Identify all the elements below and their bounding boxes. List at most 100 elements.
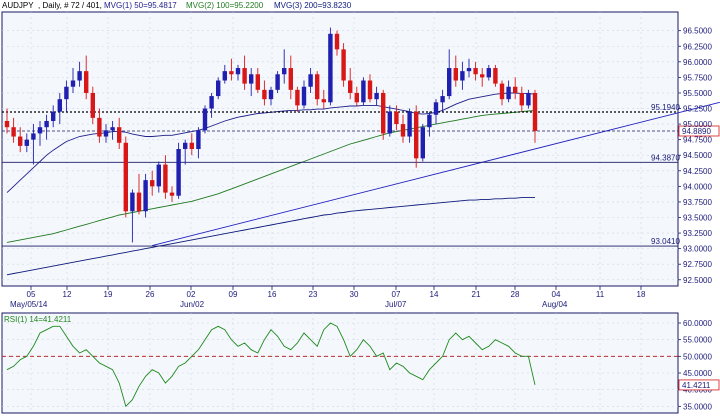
price-x-tick-label: 02 xyxy=(187,290,196,299)
candle-up xyxy=(183,142,188,149)
price-x-tick-label: 16 xyxy=(268,290,277,299)
candle-up xyxy=(77,71,82,81)
current-price-label: 94.8890 xyxy=(682,127,711,136)
candle-up xyxy=(24,139,29,146)
price-y-tick-label: 93.5000 xyxy=(683,214,712,223)
candle-up xyxy=(361,80,366,103)
header-ma50: MVG(1) 50=95.4817 xyxy=(104,1,177,10)
candle-down xyxy=(315,74,320,100)
rsi-series xyxy=(6,322,536,408)
rsi-current-label: 41.4211 xyxy=(682,381,711,390)
ma200-line xyxy=(6,197,535,276)
candle-up xyxy=(275,74,280,90)
candle-down xyxy=(453,68,458,81)
candle-down xyxy=(321,99,326,103)
candle-down xyxy=(136,192,142,212)
candle-down xyxy=(381,92,386,134)
candle-up xyxy=(209,96,214,109)
candle-up xyxy=(216,80,221,97)
candle-up xyxy=(301,86,307,106)
candle-down xyxy=(288,68,293,90)
price-panel: 95.1940 94.8890 94.3870 93.0410 92.5000 92.7… xyxy=(1,11,720,309)
candle-down xyxy=(189,142,194,149)
price-month-label: Aug/04 xyxy=(542,300,568,309)
price-x-tick-label: 28 xyxy=(511,290,520,299)
price-x-tick-label: 19 xyxy=(104,290,113,299)
price-x-tick-label: 30 xyxy=(350,290,359,299)
candle-down xyxy=(348,80,353,93)
price-y-tick-label: 96.5000 xyxy=(683,27,712,36)
price-y-tick-label: 93.2500 xyxy=(683,229,712,238)
price-x-tick-label: 26 xyxy=(146,290,155,299)
price-x-tick-label: 18 xyxy=(637,290,646,299)
rsi-y-tick-label: 35.0000 xyxy=(683,402,712,411)
candle-up xyxy=(387,111,392,134)
candle-up xyxy=(268,89,274,100)
price-panel-frame xyxy=(1,11,679,287)
current-price-box xyxy=(678,125,720,137)
price-y-tick-label: 92.7500 xyxy=(683,260,712,269)
price-y-tick-label: 94.2500 xyxy=(683,167,712,176)
rsi-y-tick-label: 45.0000 xyxy=(683,369,712,378)
rsi-current-box xyxy=(678,379,720,391)
level-label: 93.0410 xyxy=(651,237,680,246)
candle-down xyxy=(169,192,175,196)
price-x-tick-label: 09 xyxy=(229,290,238,299)
candle-down xyxy=(11,127,16,137)
header-ma200: MVG(3) 200=93.8230 xyxy=(274,1,352,10)
candle-down xyxy=(394,111,399,125)
candle-down xyxy=(18,136,23,146)
rsi-title: RSI(1) 14=41.4211 xyxy=(4,315,72,324)
price-y-tick-label: 94.0000 xyxy=(683,182,712,191)
price-grid xyxy=(2,12,678,286)
candle-up xyxy=(143,180,148,212)
candle-up xyxy=(64,86,69,100)
candle-up xyxy=(460,71,465,81)
candle-down xyxy=(367,80,373,100)
price-x-tick-label: 12 xyxy=(63,290,72,299)
candle-up xyxy=(196,130,201,149)
price-month-label: May/05/14 xyxy=(10,300,48,309)
candle-up xyxy=(37,127,43,134)
candle-up xyxy=(374,92,379,100)
price-y-tick-label: 96.2500 xyxy=(683,42,712,51)
price-y-axis: 92.5000 92.7500 93.0000 93.2500 93.5000 93.75… xyxy=(678,27,712,285)
candle-down xyxy=(242,68,247,84)
rsi-y-axis: 35.000040.000045.000050.000055.000060.00… xyxy=(678,319,720,411)
price-x-tick-label: 04 xyxy=(552,290,561,299)
rsi-line xyxy=(6,322,536,408)
price-y-tick-label: 96.0000 xyxy=(683,58,712,67)
candle-down xyxy=(400,124,406,137)
candle-down xyxy=(150,180,155,187)
price-y-tick-label: 95.2500 xyxy=(683,105,712,114)
candle-up xyxy=(44,120,49,128)
price-y-tick-label: 92.5000 xyxy=(683,276,712,285)
rsi-y-tick-label: 60.0000 xyxy=(683,319,712,328)
chart-header: AUDJPY , Daily, # 72 / 401, MVG(1) 50=95… xyxy=(2,1,352,10)
candle-down xyxy=(123,142,128,212)
candle-down xyxy=(519,92,524,106)
candle-down xyxy=(414,111,419,159)
price-x-tick-label: 05 xyxy=(27,290,36,299)
candle-up xyxy=(282,68,287,75)
rsi-y-tick-label: 55.0000 xyxy=(683,336,712,345)
rsi-panel: RSI(1) 14=41.4211 35.000040.000045.00005… xyxy=(1,312,720,414)
candle-down xyxy=(480,74,485,78)
price-month-label: Jun/02 xyxy=(180,300,205,309)
candle-up xyxy=(235,68,241,75)
price-y-tick-label: 95.7500 xyxy=(683,73,712,82)
candle-up xyxy=(110,127,115,131)
candle-up xyxy=(57,99,62,112)
price-y-tick-label: 95.0000 xyxy=(683,120,712,129)
level-label: 95.1940 xyxy=(651,103,680,112)
candle-up xyxy=(486,68,491,78)
candle-up xyxy=(427,114,432,128)
candle-up xyxy=(466,68,472,72)
candle-down xyxy=(262,89,267,100)
candle-up xyxy=(328,33,333,103)
price-y-tick-label: 94.5000 xyxy=(683,151,712,160)
candle-up xyxy=(249,74,254,84)
candle-up xyxy=(31,133,36,140)
candle-down xyxy=(354,92,359,103)
rsi-panel-frame xyxy=(1,312,679,414)
